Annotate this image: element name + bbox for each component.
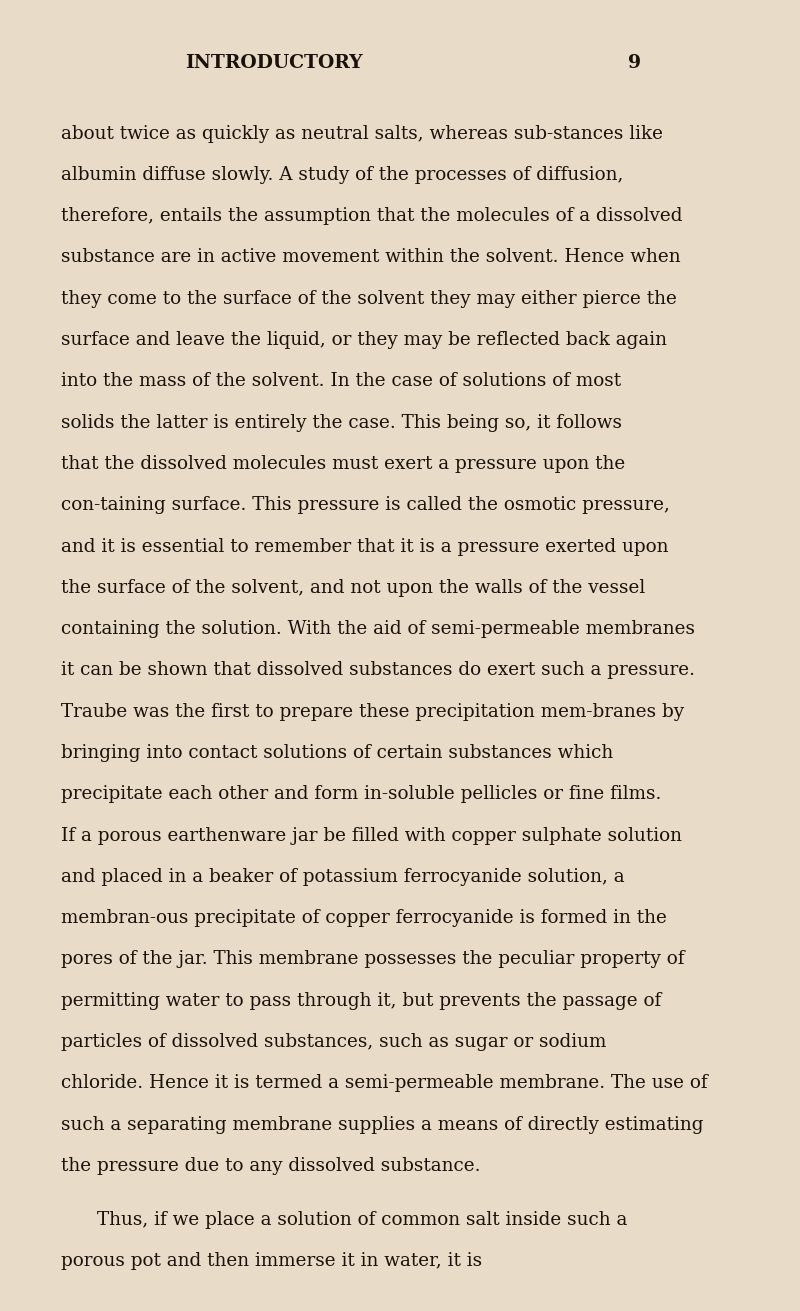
Text: INTRODUCTORY: INTRODUCTORY	[185, 54, 362, 72]
Text: chloride. Hence it is termed a semi-permeable membrane. The use of: chloride. Hence it is termed a semi-perm…	[62, 1074, 708, 1092]
Text: solids the latter is entirely the case. This being so, it follows: solids the latter is entirely the case. …	[62, 413, 622, 431]
Text: into the mass of the solvent. In the case of solutions of most: into the mass of the solvent. In the cas…	[62, 372, 622, 391]
Text: substance are in active movement within the solvent. Hence when: substance are in active movement within …	[62, 249, 681, 266]
Text: con-taining surface. This pressure is called the osmotic pressure,: con-taining surface. This pressure is ca…	[62, 496, 670, 514]
Text: they come to the surface of the solvent they may either pierce the: they come to the surface of the solvent …	[62, 290, 677, 308]
Text: and it is essential to remember that it is a pressure exerted upon: and it is essential to remember that it …	[62, 538, 669, 556]
Text: the surface of the solvent, and not upon the walls of the vessel: the surface of the solvent, and not upon…	[62, 578, 646, 597]
Text: albumin diffuse slowly. A study of the processes of diffusion,: albumin diffuse slowly. A study of the p…	[62, 166, 624, 184]
Text: If a porous earthenware jar be filled with copper sulphate solution: If a porous earthenware jar be filled wi…	[62, 826, 682, 844]
Text: porous pot and then immerse it in water, it is: porous pot and then immerse it in water,…	[62, 1252, 482, 1270]
Text: surface and leave the liquid, or they may be reflected back again: surface and leave the liquid, or they ma…	[62, 330, 667, 349]
Text: it can be shown that dissolved substances do exert such a pressure.: it can be shown that dissolved substance…	[62, 661, 695, 679]
Text: Thus, if we place a solution of common salt inside such a: Thus, if we place a solution of common s…	[98, 1210, 628, 1228]
Text: Traube was the first to prepare these precipitation mem-branes by: Traube was the first to prepare these pr…	[62, 703, 684, 721]
Text: particles of dissolved substances, such as sugar or sodium: particles of dissolved substances, such …	[62, 1033, 606, 1051]
Text: such a separating membrane supplies a means of directly estimating: such a separating membrane supplies a me…	[62, 1116, 704, 1134]
Text: bringing into contact solutions of certain substances which: bringing into contact solutions of certa…	[62, 743, 614, 762]
Text: permitting water to pass through it, but prevents the passage of: permitting water to pass through it, but…	[62, 991, 662, 1009]
Text: precipitate each other and form in-soluble pellicles or fine films.: precipitate each other and form in-solub…	[62, 785, 662, 804]
Text: 9: 9	[628, 54, 641, 72]
Text: containing the solution. With the aid of semi-permeable membranes: containing the solution. With the aid of…	[62, 620, 695, 638]
Text: and placed in a beaker of potassium ferrocyanide solution, a: and placed in a beaker of potassium ferr…	[62, 868, 625, 886]
Text: therefore, entails the assumption that the molecules of a dissolved: therefore, entails the assumption that t…	[62, 207, 682, 225]
Text: membran-ous precipitate of copper ferrocyanide is formed in the: membran-ous precipitate of copper ferroc…	[62, 909, 667, 927]
Text: the pressure due to any dissolved substance.: the pressure due to any dissolved substa…	[62, 1156, 481, 1175]
Text: that the dissolved molecules must exert a pressure upon the: that the dissolved molecules must exert …	[62, 455, 626, 473]
Text: pores of the jar. This membrane possesses the peculiar property of: pores of the jar. This membrane possesse…	[62, 950, 685, 969]
Text: about twice as quickly as neutral salts, whereas sub-stances like: about twice as quickly as neutral salts,…	[62, 125, 663, 143]
